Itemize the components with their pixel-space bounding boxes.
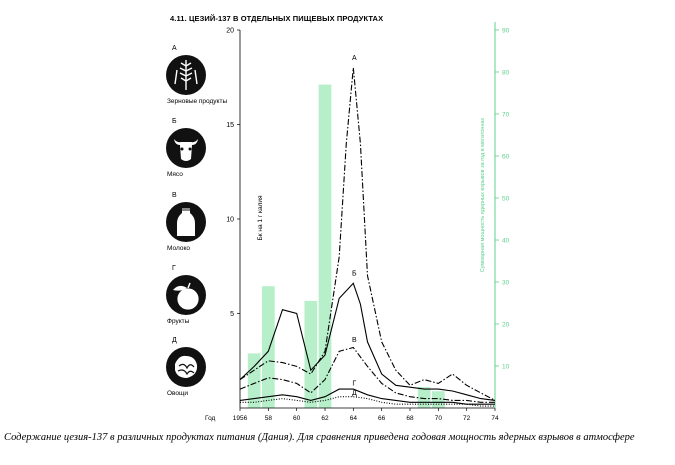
legend-letter: В [172, 192, 177, 199]
chart: 5 10 15 20 Бк на 1 г калия 10 20 30 40 50 60 70 80 90… [205, 22, 510, 423]
cabbage-icon [166, 347, 206, 387]
x-tick-label: 1956 [233, 415, 248, 422]
y2-tick-label: 60 [502, 154, 510, 161]
y2-tick-label: 70 [502, 112, 510, 119]
bars-layer [247, 84, 445, 408]
x-tick-label: 62 [321, 415, 329, 422]
series-label: А [352, 55, 357, 62]
legend-letter: Б [172, 118, 177, 125]
x-tick-label: 66 [378, 415, 386, 422]
series-line-В [239, 346, 495, 403]
series-label: В [352, 337, 357, 344]
bar [304, 300, 318, 408]
x-tick-label: 72 [463, 415, 471, 422]
x-tick-label: 70 [435, 415, 443, 422]
y-tick-label: 15 [226, 122, 234, 129]
legend-label: Фрукты [167, 318, 190, 325]
y2-tick-label: 50 [502, 196, 510, 203]
series-line-Г [239, 388, 495, 405]
apple-icon [166, 275, 206, 315]
axes-layer [237, 22, 499, 411]
x-tick-label: 74 [491, 415, 499, 422]
y-tick-label: 10 [226, 217, 234, 224]
legend-label: Мясо [167, 171, 183, 178]
y2-tick-label: 10 [502, 364, 510, 371]
milk-bottle-icon [166, 202, 206, 242]
y2-tick-label: 20 [502, 322, 510, 329]
x-tick-label: 60 [293, 415, 301, 422]
legend-label: Зерновые продукты [167, 98, 228, 105]
series-line-А [239, 67, 496, 401]
legend-label: Овощи [167, 390, 189, 397]
series-label: Г [352, 380, 356, 387]
y2-tick-label: 30 [502, 280, 510, 287]
series-label: Д [352, 390, 357, 397]
bar [247, 353, 261, 408]
series-line-Д [240, 396, 495, 407]
bar [431, 391, 445, 408]
y2-tick-label: 80 [502, 70, 510, 77]
legend-letter: Г [172, 265, 176, 272]
bar [261, 286, 275, 408]
cow-icon [166, 128, 206, 168]
x-axis-label: Год [205, 415, 216, 422]
y2-tick-label: 90 [502, 28, 510, 35]
y2-tick-label: 40 [502, 238, 510, 245]
bar [417, 387, 431, 408]
y-tick-label: 5 [230, 311, 234, 318]
x-tick-label: 68 [406, 415, 414, 422]
legend-label: Молоко [167, 245, 190, 252]
x-tick-label: 64 [350, 415, 358, 422]
legend-letter: А [172, 45, 177, 52]
y-axis-label: Бк на 1 г калия [257, 195, 264, 241]
series-line-Б [239, 282, 496, 401]
x-tick-label: 58 [265, 415, 273, 422]
series-label: Б [352, 271, 357, 278]
y-tick-label: 20 [226, 28, 234, 35]
labels-layer: 5 10 15 20 Бк на 1 г калия 10 20 30 40 50 60 70 80 90… [205, 28, 510, 423]
wheat-icon [166, 55, 206, 95]
y2-axis-label: Суммарная мощность ядерных взрывов за го… [480, 117, 486, 272]
figure-caption: Содержание цезия-137 в различных продукт… [4, 432, 635, 443]
legend-letter: Д [172, 337, 177, 344]
lines-layer [239, 67, 496, 407]
figure-title: 4.11. ЦЕЗИЙ-137 В ОТДЕЛЬНЫХ ПИЩЕВЫХ ПРОД… [170, 14, 384, 23]
